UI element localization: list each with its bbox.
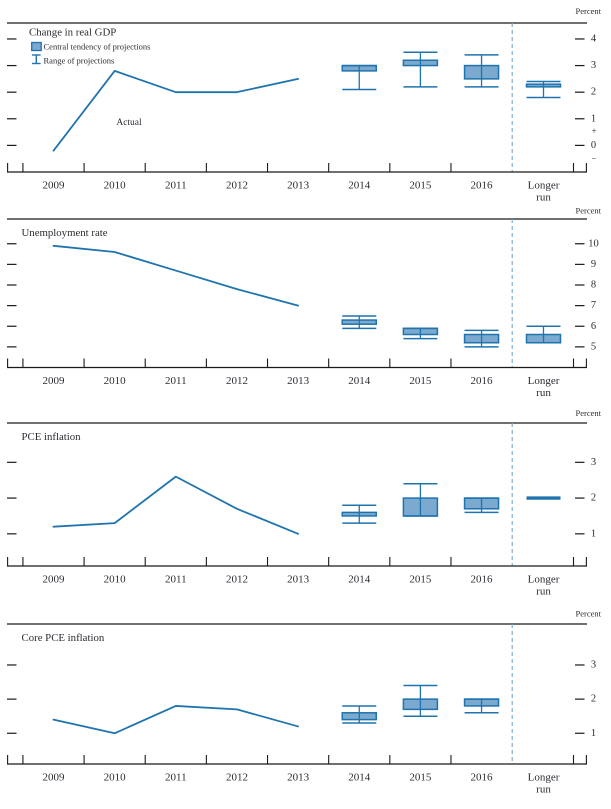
x-label-unemployment-2014: 2014 xyxy=(348,375,371,387)
panel-title-unemployment: Unemployment rate xyxy=(22,227,108,239)
x-label-core-pce-inflation-2009: 2009 xyxy=(43,772,66,784)
x-label-pce-inflation-2009: 2009 xyxy=(43,574,66,586)
x-label-unemployment-2016: 2016 xyxy=(471,375,494,387)
y-tick-label-unemployment-10: 10 xyxy=(588,238,599,249)
x-label-gdp-2016: 2016 xyxy=(471,180,494,192)
y-tick-label-gdp-4: 4 xyxy=(591,33,597,44)
x-label-gdp-2012: 2012 xyxy=(226,180,248,192)
x-label-pce-inflation-2010: 2010 xyxy=(104,574,127,586)
percent-label-core-pce-inflation: Percent xyxy=(576,609,602,619)
x-label-unemployment-2012: 2012 xyxy=(226,375,248,387)
x-label-pce-inflation-2013: 2013 xyxy=(287,574,310,586)
x-label-gdp-2009: 2009 xyxy=(43,180,66,192)
x-label-pce-inflation-2012: 2012 xyxy=(226,574,248,586)
range-ibeam-icon xyxy=(32,54,41,65)
x-label-longer: Longer xyxy=(528,375,560,387)
x-label-core-pce-inflation-2012: 2012 xyxy=(226,772,248,784)
actual-line-unemployment xyxy=(52,244,300,307)
actual-line-pce-inflation xyxy=(52,475,300,535)
x-label-longer: Longer xyxy=(528,574,560,586)
y-tick-label-gdp-1: 1 xyxy=(591,113,596,124)
x-label-longer: Longer xyxy=(528,180,560,192)
panel-pce-inflation: 3 2 1 2009 2010 2011 2012 2013 2014 2015 2016 Longe… xyxy=(7,422,596,598)
chart-text-layer: Change in real GDP Unemployment rate PCE… xyxy=(22,6,602,644)
panel-gdp: 4 3 2 1 0 + − 2009 2010 2011 2012 2013 2014 2015 2016 L… xyxy=(7,22,597,204)
x-label-run: run xyxy=(536,586,551,598)
x-label-core-pce-inflation-2014: 2014 xyxy=(348,772,371,784)
x-label-longer: Longer xyxy=(528,772,560,784)
x-label-core-pce-inflation-2016: 2016 xyxy=(471,772,494,784)
x-label-pce-inflation-2016: 2016 xyxy=(471,574,494,586)
x-label-unemployment-2011: 2011 xyxy=(165,375,187,387)
y-tick-label-unemployment-9: 9 xyxy=(591,259,596,270)
x-label-pce-inflation-2011: 2011 xyxy=(165,574,187,586)
actual-line-gdp xyxy=(52,69,300,152)
x-label-run: run xyxy=(536,784,551,796)
y-tick-label-gdp-3: 3 xyxy=(591,60,596,71)
legend-label-range: Range of projections xyxy=(44,56,115,66)
x-label-pce-inflation-2015: 2015 xyxy=(409,574,432,586)
x-label-core-pce-inflation-2011: 2011 xyxy=(165,772,187,784)
x-label-gdp-2013: 2013 xyxy=(287,180,310,192)
y-tick-label-gdp-0: 0 xyxy=(591,140,596,151)
legend-label-central-tendency: Central tendency of projections xyxy=(44,42,151,52)
y-tick-label-pce-inflation-3: 3 xyxy=(591,457,596,468)
negative-sign-mark: − xyxy=(591,153,596,163)
x-label-unemployment-2015: 2015 xyxy=(409,375,432,387)
x-label-gdp-2014: 2014 xyxy=(348,180,371,192)
y-tick-label-unemployment-6: 6 xyxy=(591,321,596,332)
y-tick-label-pce-inflation-1: 1 xyxy=(591,528,596,539)
positive-sign-mark: + xyxy=(591,126,596,136)
x-label-run: run xyxy=(536,192,551,204)
x-label-unemployment-2009: 2009 xyxy=(43,375,66,387)
central-tendency-swatch-icon xyxy=(31,41,42,52)
y-tick-label-unemployment-8: 8 xyxy=(591,280,596,291)
percent-label-pce-inflation: Percent xyxy=(576,408,602,418)
panel-unemployment: 10 9 8 7 6 5 2009 2010 2011 2012 2013 2014 2015 2016 L… xyxy=(7,218,599,399)
y-tick-label-core-pce-inflation-1: 1 xyxy=(591,728,596,739)
y-tick-label-gdp-2: 2 xyxy=(591,87,596,98)
y-tick-label-unemployment-7: 7 xyxy=(591,300,596,311)
panel-core-pce-inflation: 3 2 1 2009 2010 2011 2012 2013 2014 2015 2016 Longe… xyxy=(7,623,596,796)
x-label-gdp-2015: 2015 xyxy=(409,180,432,192)
y-tick-label-core-pce-inflation-3: 3 xyxy=(591,659,596,670)
percent-label-gdp: Percent xyxy=(576,6,602,16)
x-label-unemployment-2010: 2010 xyxy=(104,375,127,387)
x-label-unemployment-2013: 2013 xyxy=(287,375,310,387)
x-label-gdp-2010: 2010 xyxy=(104,180,127,192)
panel-title-pce-inflation: PCE inflation xyxy=(22,431,82,443)
x-label-pce-inflation-2014: 2014 xyxy=(348,574,371,586)
x-label-core-pce-inflation-2015: 2015 xyxy=(409,772,432,784)
legend xyxy=(31,41,42,65)
panel-title-gdp: Change in real GDP xyxy=(29,27,116,39)
actual-series-label: Actual xyxy=(116,118,142,128)
y-tick-label-pce-inflation-2: 2 xyxy=(591,493,596,504)
x-label-gdp-2011: 2011 xyxy=(165,180,187,192)
y-tick-label-unemployment-5: 5 xyxy=(591,341,596,352)
actual-line-core-pce-inflation xyxy=(52,705,300,735)
x-label-core-pce-inflation-2013: 2013 xyxy=(287,772,310,784)
x-label-core-pce-inflation-2010: 2010 xyxy=(104,772,127,784)
x-label-run: run xyxy=(536,387,551,399)
panel-title-core-pce-inflation: Core PCE inflation xyxy=(22,632,105,644)
percent-label-unemployment: Percent xyxy=(576,206,602,216)
y-tick-label-core-pce-inflation-2: 2 xyxy=(591,694,596,705)
